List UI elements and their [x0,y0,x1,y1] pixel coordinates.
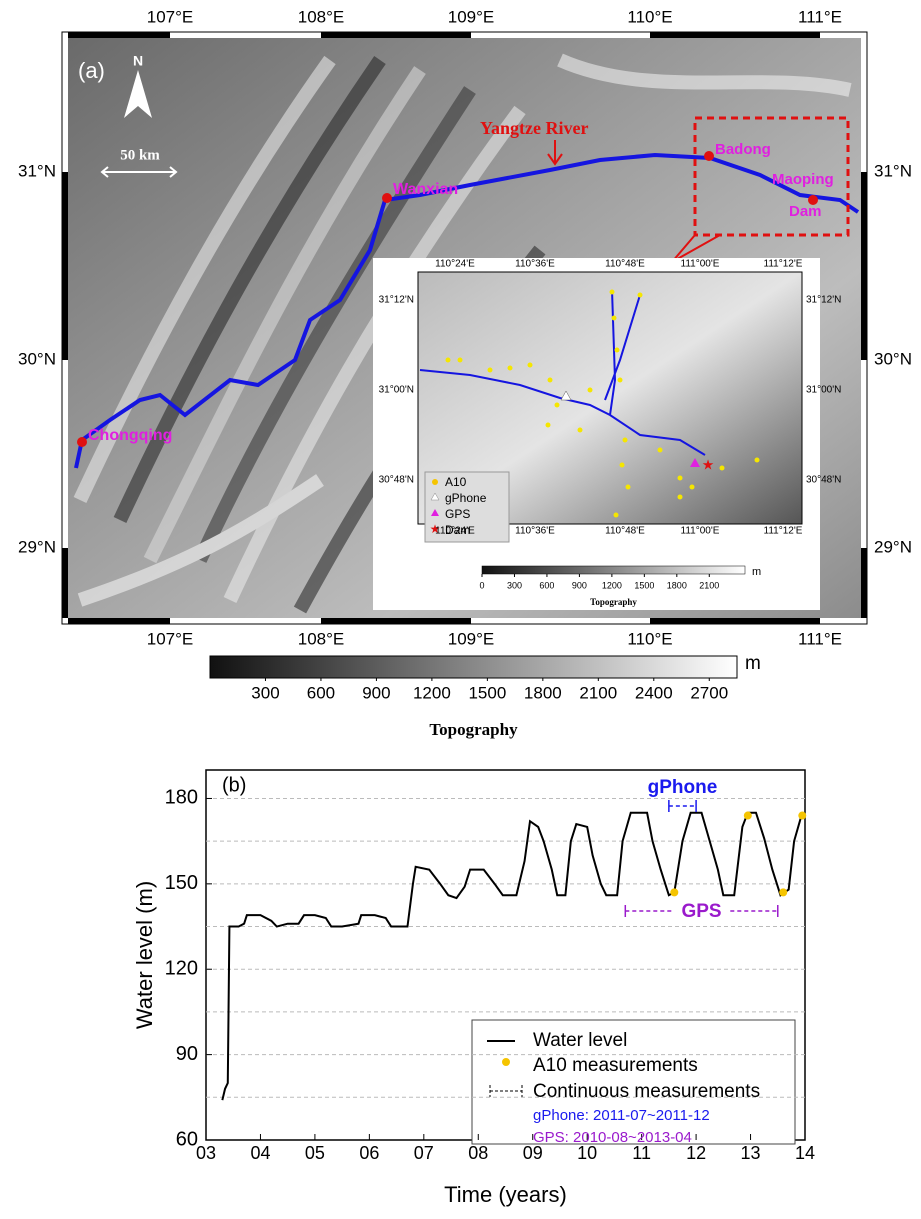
y-tick-label: 120 [165,958,198,980]
north-label: N [133,53,143,69]
legend-dot [502,1058,510,1066]
colorbar-tick-label: 2100 [579,683,617,702]
inset-legend-label: gPhone [445,491,487,505]
inset-lat-right: 30°48'N [806,475,841,486]
colorbar-tick-label: 600 [307,683,335,702]
inset-lat-left: 31°12'N [379,295,414,306]
inset-lon-top: 111°12'E [764,259,803,270]
lat-label-right: 29°N [874,537,912,556]
colorbar-tick-label: 900 [362,683,390,702]
colorbar-tick-label: 900 [572,580,587,590]
colorbar-title: Topography [590,597,637,607]
colorbar-tick-label: 1200 [602,580,622,590]
legend-label: Continuous measurements [533,1081,760,1102]
colorbar-tick-label: 600 [539,580,554,590]
place-label: Wanxian [393,181,458,198]
colorbar-unit: m [745,653,761,674]
x-tick-label: 05 [305,1143,325,1163]
lat-label-left: 31°N [18,161,56,180]
x-tick-label: 08 [468,1143,488,1163]
panel-label: (a) [78,58,105,83]
lon-label-bottom: 108°E [298,629,345,648]
x-tick-label: 14 [795,1143,815,1163]
a10-point [798,812,806,820]
lat-label-left: 30°N [18,349,56,368]
inset-lat-left: 31°00'N [379,385,414,396]
place-label: Badong [715,141,771,158]
colorbar-tick-label: 2100 [699,580,719,590]
y-tick-label: 90 [176,1043,198,1065]
colorbar-tick-label: 1200 [413,683,451,702]
lon-label-top: 109°E [448,7,495,26]
colorbar-tick-label: 0 [479,580,484,590]
x-tick-label: 13 [741,1143,761,1163]
colorbar-tick-label: 2400 [635,683,673,702]
colorbar-tick-label: 1800 [667,580,687,590]
legend-label: Water level [533,1030,627,1051]
panel-label: (b) [222,774,246,796]
colorbar-title: Topography [429,720,518,739]
scale-label: 50 km [120,147,160,163]
lon-label-bottom: 111°E [798,629,842,648]
inset-legend-label: GPS [445,507,470,521]
lat-label-right: 31°N [874,161,912,180]
x-tick-label: 06 [359,1143,379,1163]
figure: ★ ★ (a)N50 km107°E107°E108°E108°E109°E10… [0,0,921,1219]
inset-lon-bottom: 111°12'E [764,526,803,537]
colorbar-unit: m [752,566,761,578]
lon-label-top: 108°E [298,7,345,26]
legend-note: GPS: 2010-08~2013-04 [533,1129,692,1146]
inset-lon-bottom: 110°48'E [605,526,645,537]
place-label: Chongqing [88,427,172,444]
y-tick-label: 150 [165,872,198,894]
interval-label: gPhone [648,777,718,798]
a10-point [670,888,678,896]
legend-label: A10 measurements [533,1055,698,1076]
inset-dam-marker: ★ [702,457,715,473]
place-label: Maoping [772,171,834,188]
inset-lat-left: 30°48'N [379,475,414,486]
y-tick-label: 60 [176,1128,198,1150]
x-tick-label: 07 [414,1143,434,1163]
inset-lon-top: 110°48'E [605,259,645,270]
inset-lon-top: 110°24'E [435,259,475,270]
interval-label: GPS [681,901,721,922]
lon-label-bottom: 109°E [448,629,495,648]
place-label: Yangtze River [480,118,588,138]
inset-legend-label: Dam [445,523,470,537]
lon-label-bottom: 110°E [627,629,672,648]
lat-label-right: 30°N [874,349,912,368]
page: ★ ★ (a)N50 km107°E107°E108°E108°E109°E10… [0,0,921,1219]
colorbar-tick-label: 1800 [524,683,562,702]
colorbar [210,656,737,678]
inset-legend-label: A10 [445,475,467,489]
colorbar-tick-label: 1500 [634,580,654,590]
colorbar-tick-label: 300 [507,580,522,590]
x-axis-label: Time (years) [444,1182,567,1207]
x-tick-label: 03 [196,1143,216,1163]
place-label: Dam [789,203,822,220]
inset-lon-top: 110°36'E [515,259,555,270]
inset-lon-bottom: 110°36'E [515,526,555,537]
inset-lat-right: 31°12'N [806,295,841,306]
lon-label-top: 107°E [147,7,194,26]
y-tick-label: 180 [165,787,198,809]
a10-point [744,812,752,820]
inset-lon-top: 111°00'E [681,259,720,270]
colorbar-tick-label: 1500 [468,683,506,702]
y-axis-label: Water level (m) [132,881,157,1029]
legend-note: gPhone: 2011-07~2011-12 [533,1107,710,1124]
lat-label-left: 29°N [18,537,56,556]
inset-colorbar [482,566,745,574]
inset-lat-right: 31°00'N [806,385,841,396]
a10-point [779,888,787,896]
lon-label-top: 111°E [798,7,842,26]
inset-legend-a10 [432,479,438,485]
lon-label-top: 110°E [627,7,672,26]
x-tick-label: 04 [250,1143,270,1163]
colorbar-tick-label: 300 [251,683,279,702]
colorbar-tick-label: 2700 [690,683,728,702]
lon-label-bottom: 107°E [147,629,194,648]
inset-lon-bottom: 111°00'E [681,526,720,537]
